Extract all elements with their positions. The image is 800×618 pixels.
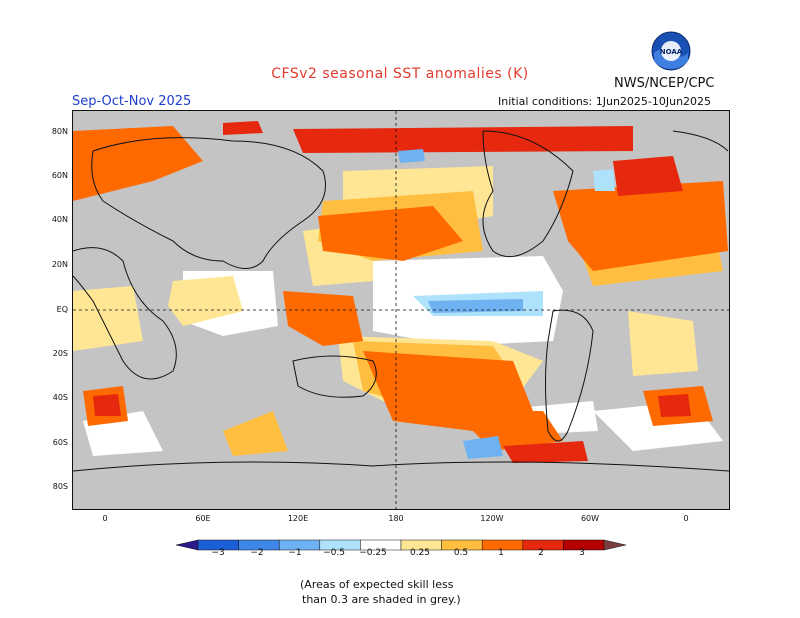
initial-conditions: Initial conditions: 1Jun2025-10Jun2025 <box>498 95 712 108</box>
colorbar-label: −0.5 <box>323 548 345 558</box>
chart-title: CFSv2 seasonal SST anomalies (K) <box>271 66 529 82</box>
lon-label: 60E <box>195 514 211 523</box>
agency-label: NWS/NCEP/CPC <box>614 76 715 91</box>
colorbar-label: 0.25 <box>409 548 431 558</box>
colorbar-label: −1 <box>288 548 302 558</box>
colorbar-label: 0.5 <box>453 548 469 558</box>
lat-label: 60N <box>51 171 68 180</box>
lat-label: 60S <box>52 438 68 447</box>
lon-label: 120E <box>287 514 309 523</box>
lon-label: 0 <box>683 514 689 523</box>
lat-label: 80N <box>51 127 68 136</box>
logo-text: NOAA <box>660 48 683 56</box>
lon-label: 180 <box>388 514 404 523</box>
lat-label: 40S <box>52 393 68 402</box>
lat-label: 80S <box>52 482 68 491</box>
lat-label: EQ <box>56 305 68 314</box>
colorbar-label: 2 <box>538 548 544 558</box>
lat-label: 20S <box>52 349 68 358</box>
colorbar-max-arrow <box>603 539 627 551</box>
colorbar-label: −2 <box>250 548 264 558</box>
lon-label: 60W <box>580 514 600 523</box>
lon-label: 120W <box>480 514 504 523</box>
footnote-line-2: than 0.3 are shaded in grey.) <box>302 593 461 606</box>
lat-label: 40N <box>51 215 68 224</box>
colorbar-label: 3 <box>579 548 585 558</box>
coastlines <box>73 130 729 472</box>
colorbar-label: −0.25 <box>359 548 387 558</box>
extreme-warm-regions <box>93 121 691 463</box>
colorbar-label: −3 <box>211 548 225 558</box>
lat-label: 20N <box>51 260 68 269</box>
forecast-period: Sep-Oct-Nov 2025 <box>72 94 192 109</box>
reference-lines <box>73 111 729 509</box>
colorbar <box>175 536 627 555</box>
colorbar-label: 1 <box>498 548 504 558</box>
noaa-logo: NOAA <box>651 31 691 71</box>
skill-footnote: (Areas of expected skill less than 0.3 a… <box>300 577 580 607</box>
colorbar-min-arrow <box>175 539 199 551</box>
lon-label: 0 <box>102 514 108 523</box>
sst-anomaly-map <box>72 110 730 510</box>
footnote-line-1: (Areas of expected skill less <box>300 578 454 591</box>
